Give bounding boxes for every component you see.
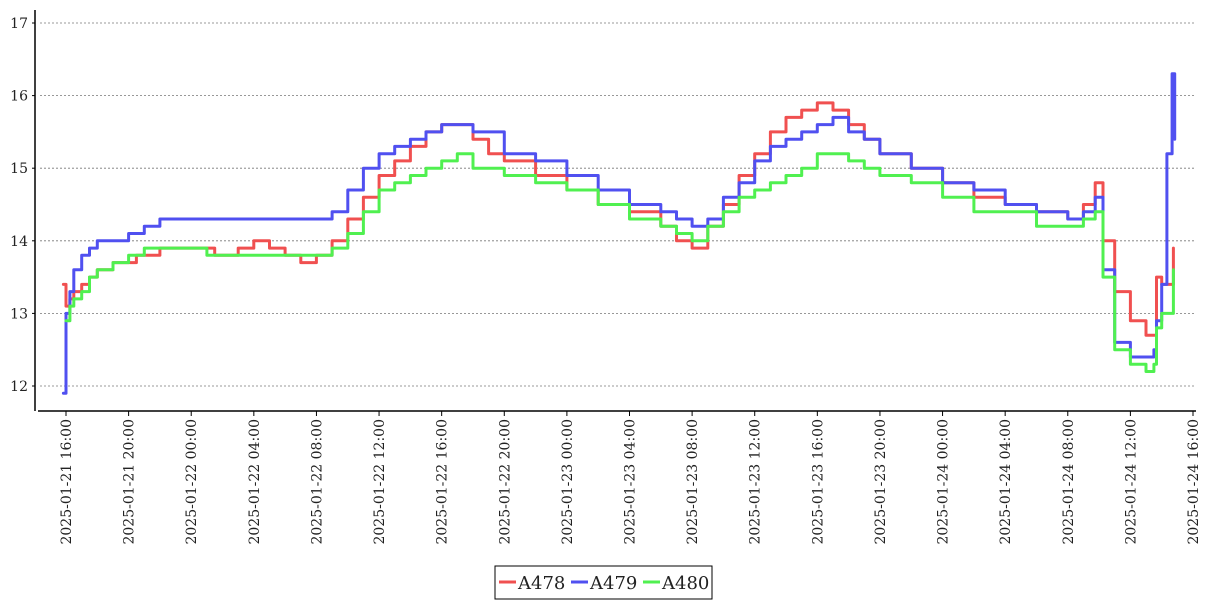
x-tick-label: 2025-01-22 16:00 xyxy=(435,419,451,545)
series-lines xyxy=(61,72,1177,395)
x-tick-label: 2025-01-24 12:00 xyxy=(1123,419,1139,545)
y-tick-label: 16 xyxy=(10,89,28,105)
x-tick-label: 2025-01-24 00:00 xyxy=(936,419,952,545)
x-tick-label: 2025-01-24 04:00 xyxy=(998,419,1014,545)
x-tick-label: 2025-01-22 20:00 xyxy=(497,419,513,545)
y-tick-label: 14 xyxy=(10,234,28,250)
x-tick-label: 2025-01-24 08:00 xyxy=(1061,419,1077,545)
series-line-a480 xyxy=(64,152,1175,373)
y-tick-label: 13 xyxy=(10,306,28,322)
x-tick-label: 2025-01-23 16:00 xyxy=(810,419,826,545)
legend-label: A479 xyxy=(589,573,637,594)
grid-lines xyxy=(40,22,1196,387)
x-tick-label: 2025-01-23 04:00 xyxy=(623,419,639,545)
legend-label: A480 xyxy=(661,573,709,594)
y-tick-label: 12 xyxy=(10,379,28,395)
x-tick-label: 2025-01-22 04:00 xyxy=(247,419,263,545)
legend: A478 A479 A480 xyxy=(494,565,713,600)
x-tick-label: 2025-01-23 00:00 xyxy=(560,419,576,545)
x-tick-label: 2025-01-24 16:00 xyxy=(1186,419,1202,545)
x-tick-label: 2025-01-21 20:00 xyxy=(122,419,138,545)
x-tick-label: 2025-01-23 20:00 xyxy=(873,419,889,545)
y-tick-label: 17 xyxy=(10,16,28,32)
x-tick-label: 2025-01-22 00:00 xyxy=(184,419,200,545)
x-tick-label: 2025-01-23 08:00 xyxy=(685,419,701,545)
y-tick-label: 15 xyxy=(10,161,28,177)
y-tick-labels: 12 13 14 15 16 17 xyxy=(10,16,35,395)
legend-label: A478 xyxy=(517,573,565,594)
x-tick-labels: 2025-01-21 16:00 2025-01-21 20:00 2025-01-… xyxy=(59,411,1202,545)
x-tick-label: 2025-01-22 12:00 xyxy=(372,419,388,545)
series-line-a479 xyxy=(61,72,1177,395)
x-tick-label: 2025-01-21 16:00 xyxy=(59,419,75,545)
legend-box xyxy=(494,565,713,600)
axes xyxy=(34,10,1196,412)
x-tick-label: 2025-01-23 12:00 xyxy=(748,419,764,545)
x-tick-label: 2025-01-22 08:00 xyxy=(309,419,325,545)
